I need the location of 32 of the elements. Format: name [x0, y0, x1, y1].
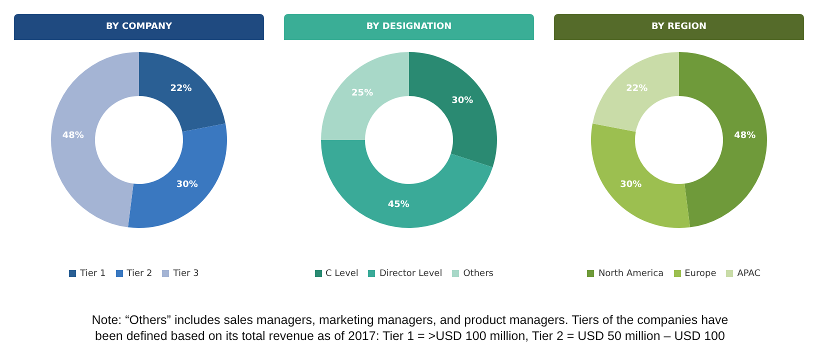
header-banner: BY REGION	[554, 14, 804, 40]
header-banner: BY DESIGNATION	[284, 14, 534, 40]
data-label: 22%	[170, 84, 192, 94]
legend-label: Tier 2	[126, 269, 152, 279]
legend-label: Others	[463, 269, 494, 279]
data-label: 48%	[62, 130, 84, 141]
legend-label: C Level	[326, 269, 358, 279]
donut-slice	[591, 124, 690, 228]
legend-label: APAC	[737, 269, 761, 279]
donut-slice	[592, 52, 679, 132]
data-label: 48%	[734, 130, 756, 141]
header-banner: BY COMPANY	[14, 14, 264, 40]
data-label: 45%	[388, 200, 410, 210]
text: been defined based on its total revenue as of 2017: Tier 1 = >USD 100 million, Tier 2 = USD 50 million – USD 100	[94, 328, 726, 344]
legend-label: Tier 3	[173, 269, 199, 279]
data-label: 25%	[352, 88, 374, 98]
donut-slice	[321, 52, 409, 140]
donut-slice	[409, 52, 497, 168]
data-label: 30%	[176, 180, 198, 190]
data-label: 22%	[626, 84, 648, 94]
donut-slice	[679, 52, 767, 228]
donut-slice	[321, 140, 493, 228]
legend-label: Director Level	[379, 269, 442, 279]
data-label: 30%	[620, 180, 642, 190]
legend-label: Europe	[684, 269, 716, 279]
donut-slice	[139, 52, 226, 132]
legend-label: Tier 1	[80, 269, 106, 279]
text: Note: “Others” includes sales managers, marketing managers, and product managers. Tiers of the companies have	[90, 312, 730, 328]
donut-slice	[51, 52, 139, 228]
data-label: 30%	[452, 96, 474, 106]
donut-slice	[128, 124, 227, 228]
legend-label: North America	[598, 269, 664, 279]
